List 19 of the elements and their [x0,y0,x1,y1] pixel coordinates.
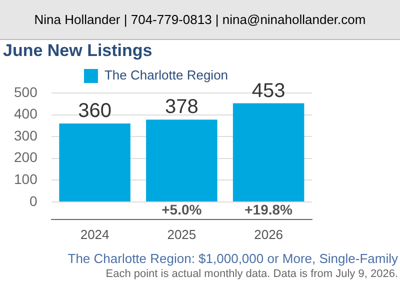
data-label: 378 [164,96,198,118]
x-tick-label: 2026 [254,226,284,242]
x-tick-label: 2025 [167,226,196,242]
y-tick-label: 0 [30,192,38,209]
annotation: +19.8% [244,202,294,218]
y-tick-label: 200 [14,149,38,166]
chart-title: June New Listings [2,41,154,61]
y-tick-label: 100 [14,171,38,188]
y-tick-label: 400 [14,106,38,122]
text: Each point is actual monthly data. Data is from July 9, 2026. [104,267,399,282]
y-tick-label: 500 [14,84,38,100]
x-tick-label: 2024 [80,226,110,242]
annotation: +5.0% [162,202,202,218]
text: The Charlotte Region: $1,000,000 or More, Single-Family [66,251,399,267]
data-label: 360 [78,100,112,122]
chart-subtitle: Nina Hollander | 704-779-0813 | nina@ninahollander.com [0,0,400,40]
y-tick-label: 300 [14,127,38,144]
data-label: 453 [252,80,286,102]
legend-label: The Charlotte Region [104,68,228,83]
